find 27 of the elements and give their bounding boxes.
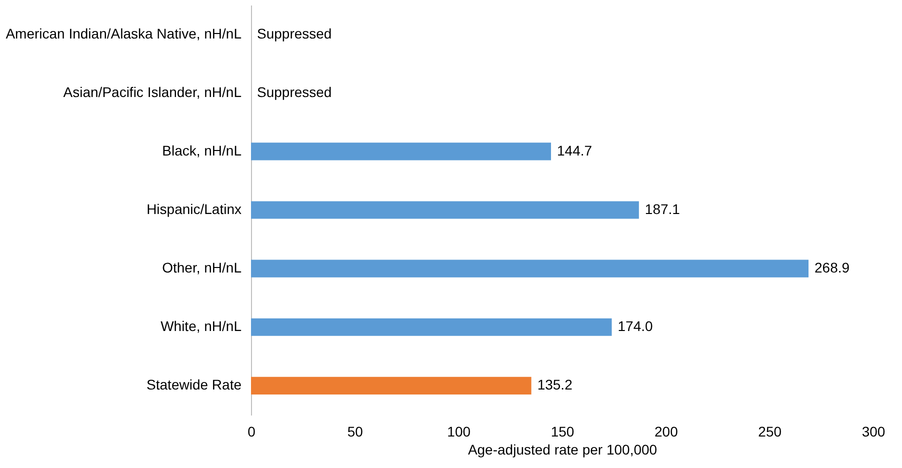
x-tick-label: 0 <box>248 424 256 440</box>
bar <box>251 260 809 278</box>
y-tick-label: American Indian/Alaska Native, nH/nL <box>6 25 242 42</box>
data-label: 187.1 <box>644 201 680 217</box>
bar <box>251 142 552 160</box>
y-tick-label: Asian/Pacific Islander, nH/nL <box>63 84 242 100</box>
y-tick-label: Black, nH/nL <box>162 142 242 158</box>
text: Suppressed <box>257 84 332 100</box>
y-tick-label: White, nH/nL <box>160 318 242 334</box>
y-tick-label: Statewide Rate <box>146 376 242 393</box>
y-tick-label: Other, nH/nL <box>162 260 242 276</box>
data-label: 135.2 <box>537 376 573 393</box>
data-label: 174.0 <box>618 318 654 334</box>
data-label: 144.7 <box>557 142 592 158</box>
x-axis-title: Age-adjusted rate per 100,000 <box>468 442 658 458</box>
x-tick-label: 50 <box>347 424 364 440</box>
bar <box>251 376 532 394</box>
x-tick-label: 200 <box>654 424 678 440</box>
x-tick-label: 150 <box>550 424 574 440</box>
text: Suppressed <box>257 25 332 42</box>
y-tick-label: Hispanic/Latinx <box>146 201 242 217</box>
bar <box>251 318 612 336</box>
x-tick-label: 300 <box>862 424 886 440</box>
bar <box>251 201 639 219</box>
x-tick-label: 100 <box>447 424 471 440</box>
data-label: 268.9 <box>814 260 850 276</box>
x-tick-label: 250 <box>758 424 782 440</box>
